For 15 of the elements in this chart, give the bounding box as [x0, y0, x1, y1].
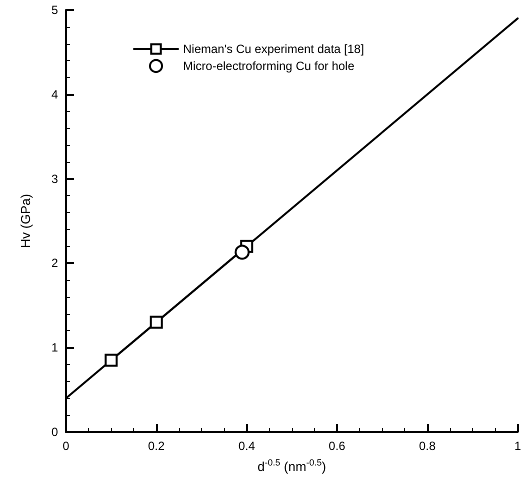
y-tick-label: 0 [51, 425, 58, 439]
y-tick-label: 3 [51, 172, 58, 186]
x-tick-label: 0.8 [418, 439, 436, 453]
y-tick-label: 5 [51, 3, 58, 17]
y-tick-label: 4 [51, 87, 58, 102]
y-axis-title: Hv (GPa) [18, 194, 33, 248]
x-tick-label: 0.4 [238, 439, 256, 453]
legend-label: Nieman's Cu experiment data [18] [183, 42, 364, 56]
x-tick-label: 0.6 [328, 439, 346, 453]
y-tick-label: 1 [51, 340, 58, 355]
y-tick-label: 2 [51, 256, 58, 270]
x-tick-label: 1 [514, 439, 522, 453]
legend-label: Micro-electroforming Cu for hole [183, 59, 355, 73]
x-tick-label: 0.2 [148, 439, 165, 453]
x-tick-label: 0 [62, 439, 70, 453]
